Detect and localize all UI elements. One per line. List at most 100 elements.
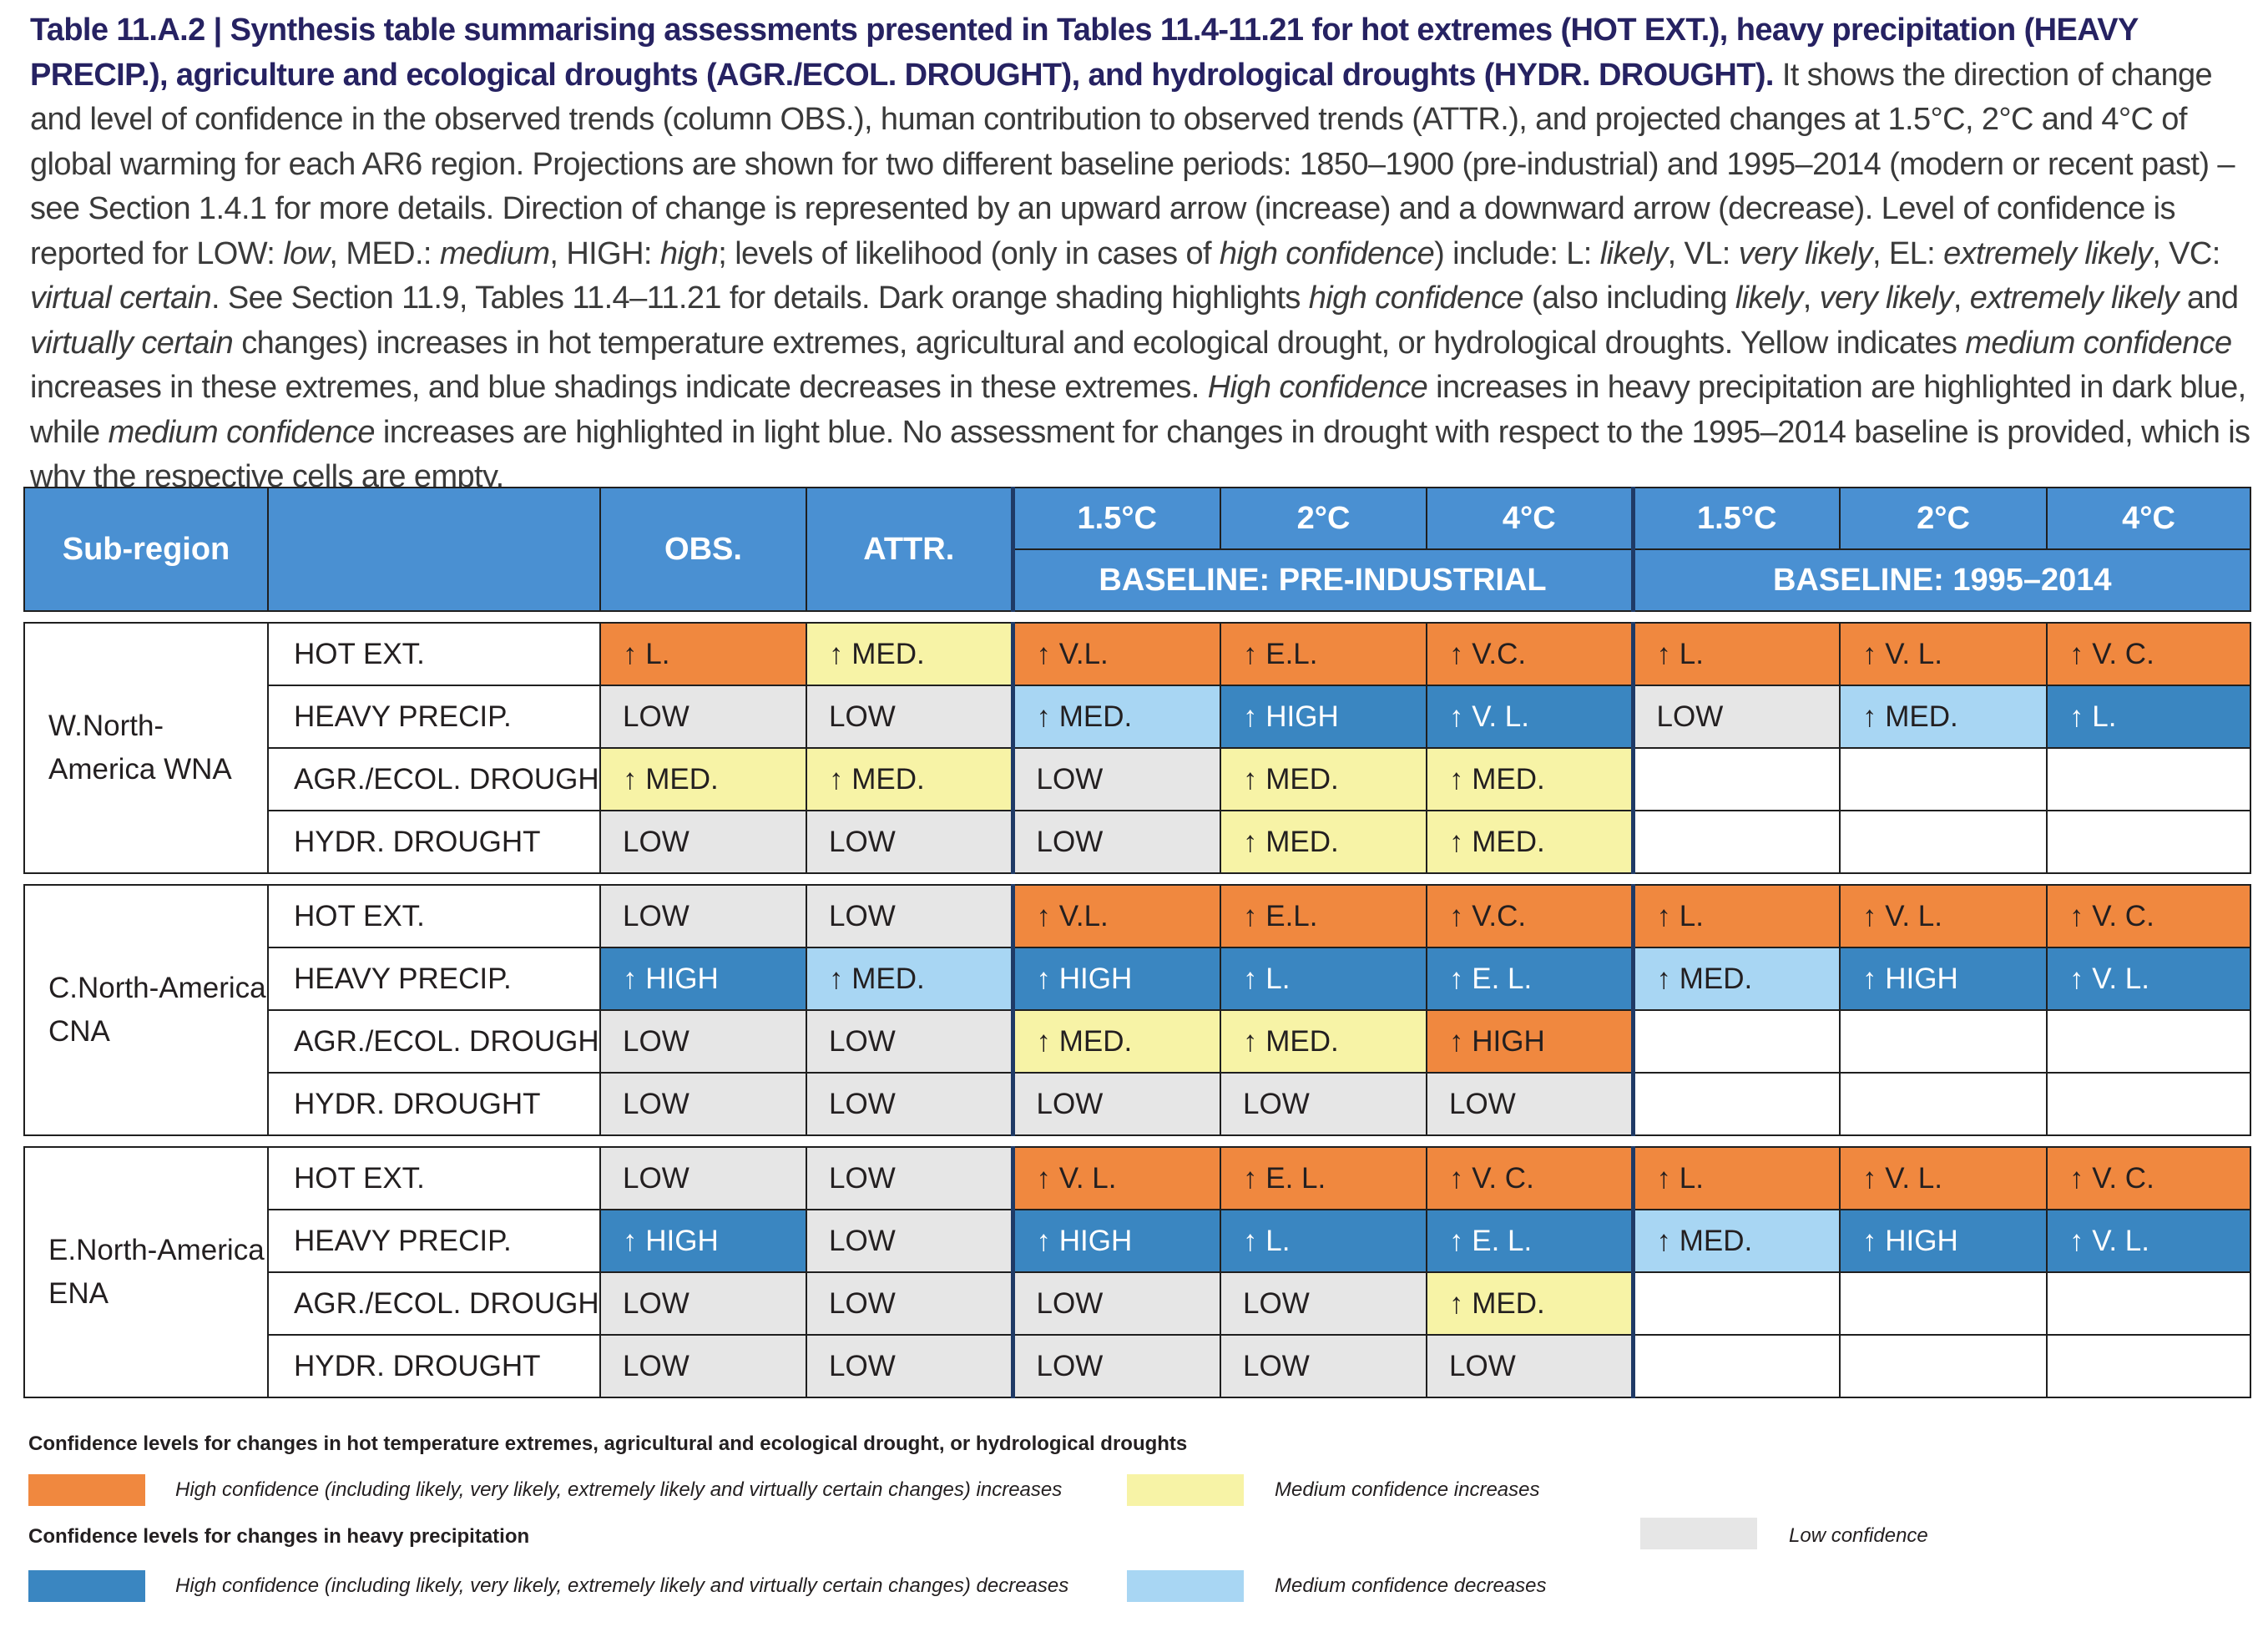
cell-recent-2 [1839, 810, 2048, 874]
variable-label: AGR./ECOL. DROUGHT [267, 747, 601, 811]
cell-obs: LOW [599, 1146, 807, 1210]
cell-attr: LOW [806, 1009, 1013, 1074]
cell-recent-1p5: ↑ L. [1630, 1146, 1841, 1210]
cell-attr: LOW [806, 1072, 1013, 1136]
cell-recent-2: ↑ MED. [1839, 685, 2048, 749]
cell-pre-4: ↑ E. L. [1426, 947, 1634, 1011]
cell-pre-1p5: LOW [1010, 747, 1221, 811]
cell-recent-2: ↑ HIGH [1839, 947, 2048, 1011]
cell-recent-2 [1839, 1271, 2048, 1336]
cell-attr: ↑ MED. [806, 947, 1013, 1011]
cell-attr: LOW [806, 1209, 1013, 1273]
cell-obs: ↑ HIGH [599, 1209, 807, 1273]
cell-pre-1p5: LOW [1010, 810, 1221, 874]
table-caption: Table 11.A.2 | Synthesis table summarisi… [30, 13, 2250, 494]
cell-recent-2 [1839, 1334, 2048, 1398]
cell-pre-2: LOW [1220, 1334, 1427, 1398]
cell-pre-1p5: ↑ V. L. [1010, 1146, 1221, 1210]
legend-swatch-light-blue [1127, 1570, 1244, 1602]
table-row: HEAVY PRECIP. ↑ HIGH LOW ↑ HIGH ↑ L. ↑ E. L. ↑… [24, 1209, 2251, 1273]
cell-pre-2: ↑ MED. [1220, 1009, 1427, 1074]
caption-title: Table 11.A.2 | Synthesis table summarisi… [30, 13, 2139, 93]
cell-recent-1p5: LOW [1630, 685, 1841, 749]
cell-recent-4: ↑ L. [2046, 685, 2251, 749]
cell-recent-1p5 [1630, 810, 1841, 874]
cell-pre-1p5: ↑ V.L. [1010, 884, 1221, 948]
cell-recent-2: ↑ HIGH [1839, 1209, 2048, 1273]
header-recent-4: 4°C [2046, 487, 2251, 550]
cell-pre-2: LOW [1220, 1271, 1427, 1336]
cell-pre-4: ↑ HIGH [1426, 1009, 1634, 1074]
cell-pre-1p5: ↑ HIGH [1010, 947, 1221, 1011]
cell-recent-1p5 [1630, 1009, 1841, 1074]
cell-recent-4 [2046, 1009, 2251, 1074]
legend-label-grey: Low confidence [1789, 1524, 1928, 1547]
region-name: C.North-America CNA [23, 884, 269, 1136]
variable-label: HOT EXT. [267, 1146, 601, 1210]
cell-pre-4: ↑ V. L. [1426, 685, 1634, 749]
cell-obs: LOW [599, 1334, 807, 1398]
legend-swatch-yellow [1127, 1474, 1244, 1506]
table-row: HYDR. DROUGHT LOW LOW LOW ↑ MED. ↑ MED. [24, 810, 2251, 874]
table-row: HEAVY PRECIP. ↑ HIGH ↑ MED. ↑ HIGH ↑ L. ↑ E. … [24, 947, 2251, 1011]
cell-obs: ↑ L. [599, 622, 807, 686]
cell-attr: LOW [806, 1334, 1013, 1398]
cell-recent-1p5 [1630, 1271, 1841, 1336]
header-recent-1p5: 1.5°C [1630, 487, 1841, 550]
table-row: HEAVY PRECIP. LOW LOW ↑ MED. ↑ HIGH ↑ V. L. LO… [24, 685, 2251, 749]
table-row: E.North-America ENA HOT EXT. LOW LOW ↑ V. L.… [23, 1146, 2251, 1398]
cell-recent-4 [2046, 1072, 2251, 1136]
cell-pre-2: ↑ E.L. [1220, 884, 1427, 948]
variable-label: HYDR. DROUGHT [267, 810, 601, 874]
header-baseline-recent: BASELINE: 1995–2014 [1630, 548, 2251, 612]
cell-recent-4: ↑ V. C. [2046, 884, 2251, 948]
cell-obs: ↑ HIGH [599, 947, 807, 1011]
cell-attr: ↑ MED. [806, 622, 1013, 686]
header-baseline-preindustrial: BASELINE: PRE-INDUSTRIAL [1010, 548, 1634, 612]
cell-pre-4: ↑ MED. [1426, 747, 1634, 811]
table-row: HYDR. DROUGHT LOW LOW LOW LOW LOW [24, 1072, 2251, 1136]
cell-pre-4: ↑ MED. [1426, 810, 1634, 874]
cell-obs: ↑ MED. [599, 747, 807, 811]
cell-recent-1p5 [1630, 1334, 1841, 1398]
cell-pre-1p5: ↑ MED. [1010, 1009, 1221, 1074]
cell-recent-2: ↑ V. L. [1839, 1146, 2048, 1210]
variable-label: HYDR. DROUGHT [267, 1334, 601, 1398]
cell-pre-2: ↑ E.L. [1220, 622, 1427, 686]
table-body: W.North-America WNA HOT EXT. ↑ L. ↑ MED. ↑ V… [23, 610, 2251, 1398]
cell-pre-2: ↑ L. [1220, 947, 1427, 1011]
cell-obs: LOW [599, 1271, 807, 1336]
cell-recent-1p5 [1630, 747, 1841, 811]
cell-recent-2: ↑ V. L. [1839, 884, 2048, 948]
cell-recent-1p5: ↑ MED. [1630, 947, 1841, 1011]
cell-recent-1p5: ↑ L. [1630, 884, 1841, 948]
cell-pre-2: ↑ HIGH [1220, 685, 1427, 749]
variable-label: HOT EXT. [267, 884, 601, 948]
cell-recent-4: ↑ V. L. [2046, 947, 2251, 1011]
cell-pre-2: ↑ MED. [1220, 810, 1427, 874]
cell-recent-4 [2046, 1271, 2251, 1336]
table-row: AGR./ECOL. DROUGHT ↑ MED. ↑ MED. LOW ↑ MED. ↑… [24, 747, 2251, 811]
cell-obs: LOW [599, 1072, 807, 1136]
header-attr: ATTR. [806, 487, 1013, 612]
cell-pre-4: ↑ V.C. [1426, 884, 1634, 948]
cell-recent-4: ↑ V. C. [2046, 622, 2251, 686]
cell-attr: LOW [806, 1271, 1013, 1336]
cell-recent-1p5: ↑ L. [1630, 622, 1841, 686]
legend-swatch-grey [1640, 1518, 1757, 1549]
legend-label-dark-blue: High confidence (including likely, very … [175, 1574, 1069, 1597]
cell-recent-4 [2046, 747, 2251, 811]
cell-pre-4: ↑ MED. [1426, 1271, 1634, 1336]
legend-label-light-blue: Medium confidence decreases [1275, 1574, 1547, 1597]
header-pre-1p5: 1.5°C [1010, 487, 1221, 550]
variable-label: AGR./ECOL. DROUGHT [267, 1271, 601, 1336]
synthesis-table: Sub-region OBS. ATTR. 1.5°C 2°C 4°C 1.5°… [23, 487, 2251, 1398]
legend-swatch-orange [28, 1474, 145, 1506]
cell-pre-4: ↑ V. C. [1426, 1146, 1634, 1210]
cell-recent-4: ↑ V. L. [2046, 1209, 2251, 1273]
region-name: W.North-America WNA [23, 622, 269, 874]
header-variable [267, 487, 601, 612]
cell-recent-2 [1839, 1009, 2048, 1074]
cell-pre-2: LOW [1220, 1072, 1427, 1136]
cell-recent-4 [2046, 810, 2251, 874]
